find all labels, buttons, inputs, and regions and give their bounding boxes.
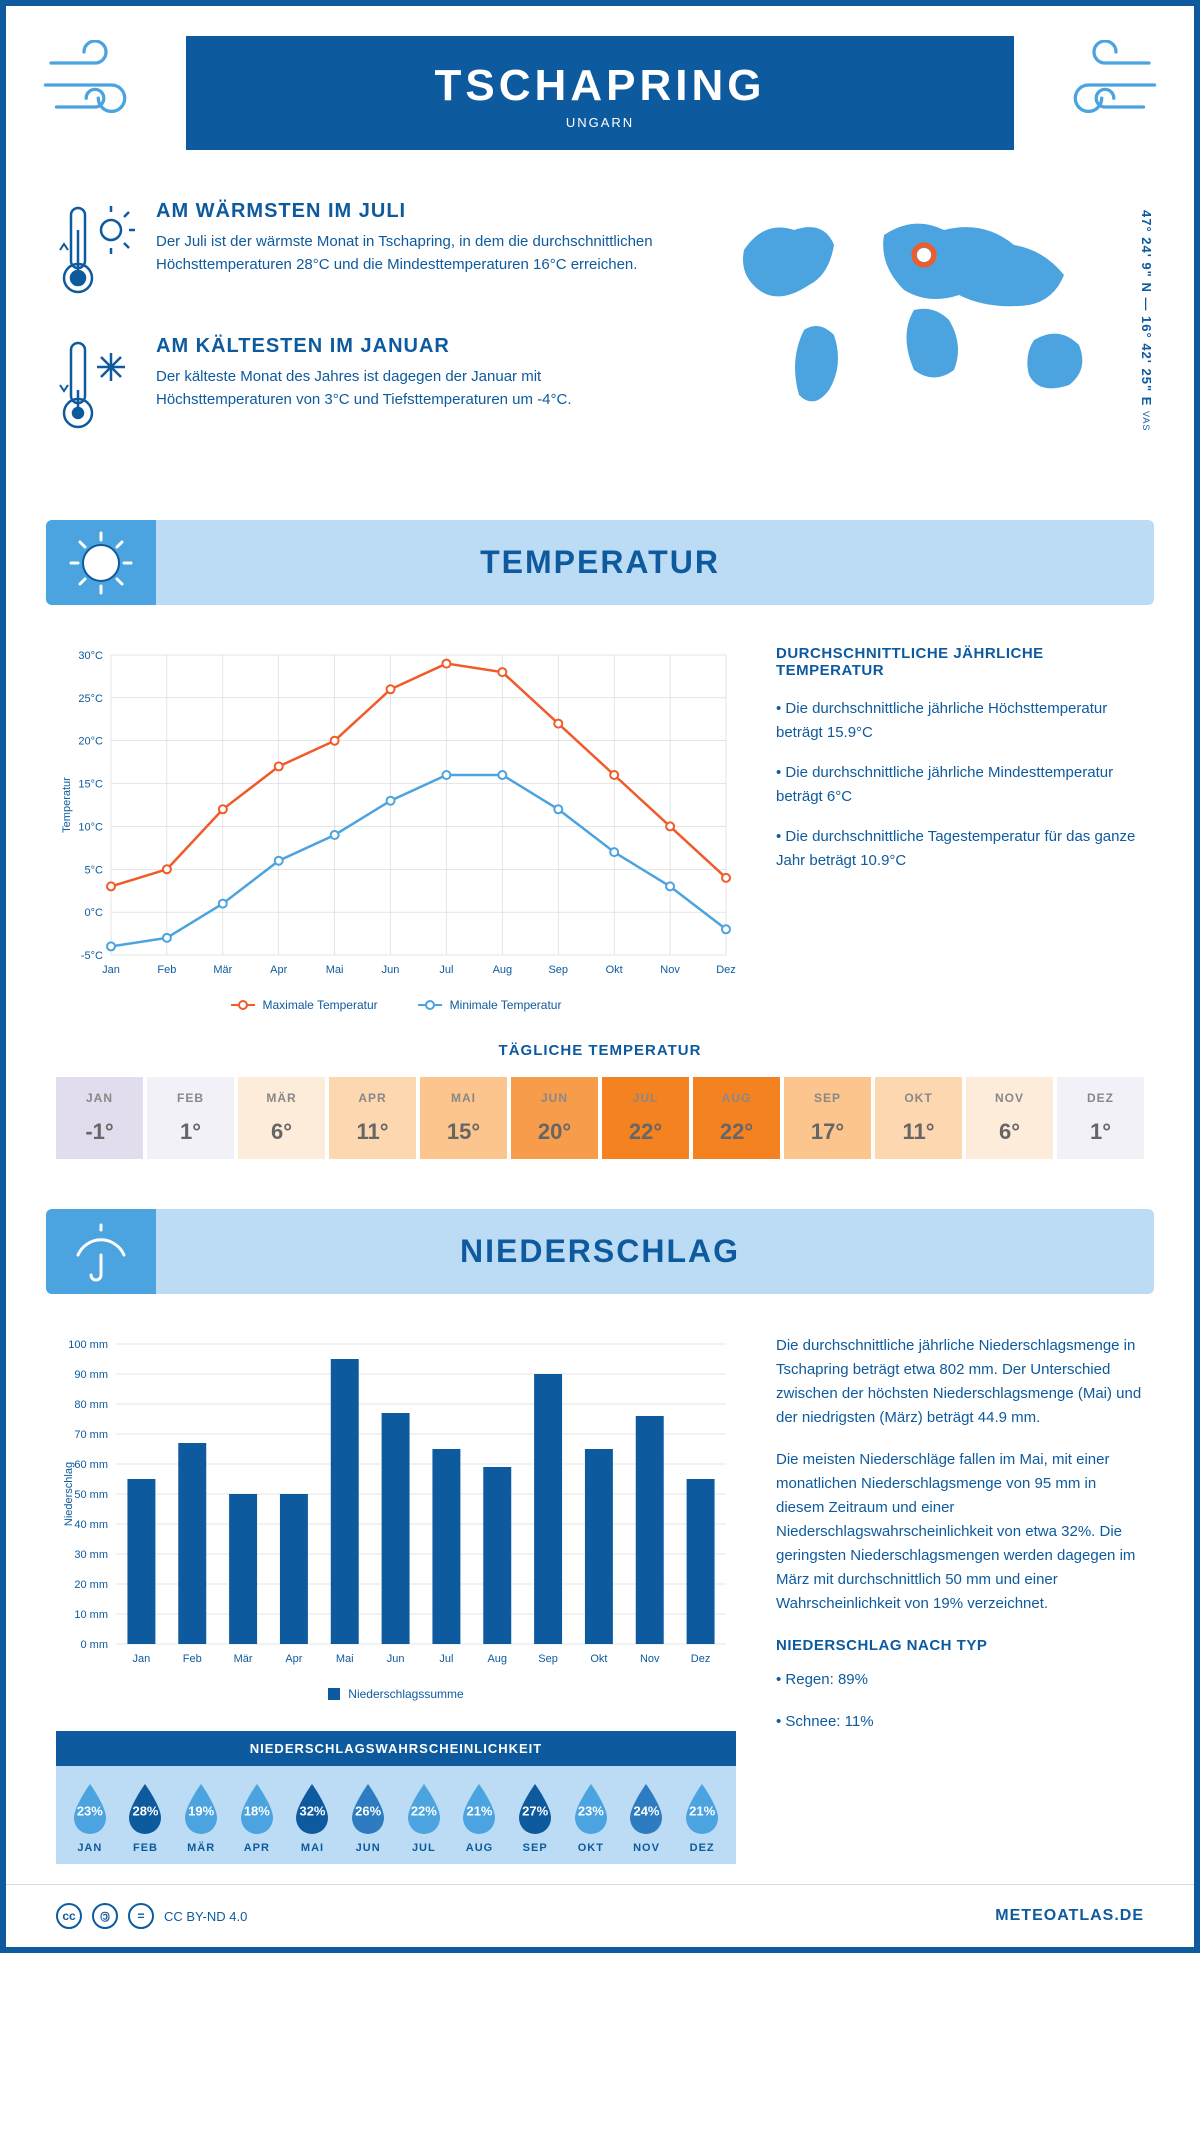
by-icon: 🄯: [92, 1903, 118, 1929]
section-title: TEMPERATUR: [46, 544, 1154, 581]
svg-text:Temperatur: Temperatur: [61, 777, 73, 833]
fact-heading: AM KÄLTESTEN IM JANUAR: [156, 335, 674, 358]
bullet: • Die durchschnittliche jährliche Mindes…: [776, 761, 1144, 809]
svg-text:25°C: 25°C: [78, 693, 103, 705]
svg-text:Nov: Nov: [640, 1653, 660, 1665]
svg-text:Feb: Feb: [157, 964, 176, 976]
svg-text:Mär: Mär: [213, 964, 232, 976]
cc-icon: cc: [56, 1903, 82, 1929]
coldest-fact: AM KÄLTESTEN IM JANUAR Der kälteste Mona…: [56, 335, 674, 440]
svg-text:Jan: Jan: [102, 964, 120, 976]
text-heading: NIEDERSCHLAG NACH TYP: [776, 1634, 1144, 1658]
license: cc 🄯 = CC BY-ND 4.0: [56, 1903, 247, 1929]
coordinates: 47° 24' 9" N — 16° 42' 25" E VAS: [1139, 210, 1154, 431]
svg-text:5°C: 5°C: [85, 864, 104, 876]
chart-legend: Niederschlagssumme: [56, 1687, 736, 1701]
svg-text:Jan: Jan: [133, 1653, 151, 1665]
nd-icon: =: [128, 1903, 154, 1929]
svg-text:Okt: Okt: [590, 1653, 607, 1665]
warmest-fact: AM WÄRMSTEN IM JULI Der Juli ist der wär…: [56, 200, 674, 305]
svg-text:Jun: Jun: [382, 964, 400, 976]
svg-text:80 mm: 80 mm: [74, 1399, 108, 1411]
svg-text:Mai: Mai: [326, 964, 344, 976]
svg-text:Aug: Aug: [493, 964, 513, 976]
thermometer-sun-icon: [56, 200, 136, 305]
svg-text:Okt: Okt: [606, 964, 623, 976]
fact-body: Der Juli ist der wärmste Monat in Tschap…: [156, 231, 674, 276]
precip-para: Die durchschnittliche jährliche Niedersc…: [776, 1334, 1144, 1430]
sun-icon: [46, 520, 156, 605]
svg-text:Feb: Feb: [183, 1653, 202, 1665]
bullet: • Die durchschnittliche Tagestemperatur …: [776, 825, 1144, 873]
svg-text:Mai: Mai: [336, 1653, 354, 1665]
svg-text:70 mm: 70 mm: [74, 1429, 108, 1441]
bullet: • Die durchschnittliche jährliche Höchst…: [776, 697, 1144, 745]
wind-icon: [40, 40, 150, 130]
svg-text:60 mm: 60 mm: [74, 1459, 108, 1471]
svg-text:Sep: Sep: [548, 964, 568, 976]
svg-text:30°C: 30°C: [78, 650, 103, 662]
svg-text:-5°C: -5°C: [81, 950, 103, 962]
prob-grid: 23%JAN28%FEB19%MÄR18%APR32%MAI26%JUN22%J…: [56, 1766, 736, 1864]
svg-text:90 mm: 90 mm: [74, 1369, 108, 1381]
temperature-line-chart: -5°C 0°C 5°C 10°C 15°C 20°C 25°C 30°C Jan Feb Mär A…: [56, 645, 736, 985]
svg-text:Aug: Aug: [487, 1653, 507, 1665]
svg-text:10 mm: 10 mm: [74, 1609, 108, 1621]
svg-text:Jun: Jun: [387, 1653, 405, 1665]
svg-text:Jul: Jul: [439, 1653, 453, 1665]
page-title: TSCHAPRING: [186, 61, 1014, 111]
section-title: NIEDERSCHLAG: [46, 1233, 1154, 1270]
svg-text:100 mm: 100 mm: [68, 1339, 108, 1351]
text-heading: DURCHSCHNITTLICHE JÄHRLICHE TEMPERATUR: [776, 645, 1144, 679]
svg-text:0°C: 0°C: [85, 907, 104, 919]
svg-text:20°C: 20°C: [78, 736, 103, 748]
header: TSCHAPRING UNGARN: [186, 36, 1014, 150]
temperature-banner: TEMPERATUR: [46, 520, 1154, 605]
bullet: • Schnee: 11%: [776, 1710, 1144, 1734]
svg-text:Sep: Sep: [538, 1653, 558, 1665]
thermometer-snow-icon: [56, 335, 136, 440]
fact-heading: AM WÄRMSTEN IM JULI: [156, 200, 674, 223]
svg-text:Dez: Dez: [691, 1653, 711, 1665]
svg-text:Mär: Mär: [234, 1653, 253, 1665]
wind-icon: [1050, 40, 1160, 130]
svg-text:0 mm: 0 mm: [81, 1639, 109, 1651]
precip-para: Die meisten Niederschläge fallen im Mai,…: [776, 1448, 1144, 1616]
fact-body: Der kälteste Monat des Jahres ist dagege…: [156, 366, 674, 411]
svg-text:Dez: Dez: [716, 964, 736, 976]
svg-text:40 mm: 40 mm: [74, 1519, 108, 1531]
svg-text:Nov: Nov: [660, 964, 680, 976]
precipitation-bar-chart: 0 mm 10 mm 20 mm 30 mm 40 mm 50 mm 60 mm 70 mm 8…: [56, 1334, 736, 1674]
svg-text:20 mm: 20 mm: [74, 1579, 108, 1591]
daily-temp-grid: JAN-1°FEB1°MÄR6°APR11°MAI15°JUN20°JUL22°…: [56, 1077, 1144, 1159]
world-map: [714, 200, 1124, 420]
brand: METEOATLAS.DE: [995, 1907, 1144, 1925]
precipitation-banner: NIEDERSCHLAG: [46, 1209, 1154, 1294]
svg-text:30 mm: 30 mm: [74, 1549, 108, 1561]
svg-text:Apr: Apr: [270, 964, 287, 976]
umbrella-icon: [46, 1209, 156, 1294]
daily-heading: TÄGLICHE TEMPERATUR: [56, 1042, 1144, 1059]
chart-legend: #sw-max::after{border-color:#f15a29}Maxi…: [56, 998, 736, 1012]
svg-text:Jul: Jul: [439, 964, 453, 976]
bullet: • Regen: 89%: [776, 1668, 1144, 1692]
footer: cc 🄯 = CC BY-ND 4.0 METEOATLAS.DE: [6, 1884, 1194, 1947]
svg-text:10°C: 10°C: [78, 821, 103, 833]
page-subtitle: UNGARN: [186, 115, 1014, 130]
svg-text:Niederschlag: Niederschlag: [63, 1462, 75, 1526]
svg-text:15°C: 15°C: [78, 779, 103, 791]
svg-text:50 mm: 50 mm: [74, 1489, 108, 1501]
prob-heading: NIEDERSCHLAGSWAHRSCHEINLICHKEIT: [56, 1731, 736, 1766]
svg-text:Apr: Apr: [285, 1653, 302, 1665]
